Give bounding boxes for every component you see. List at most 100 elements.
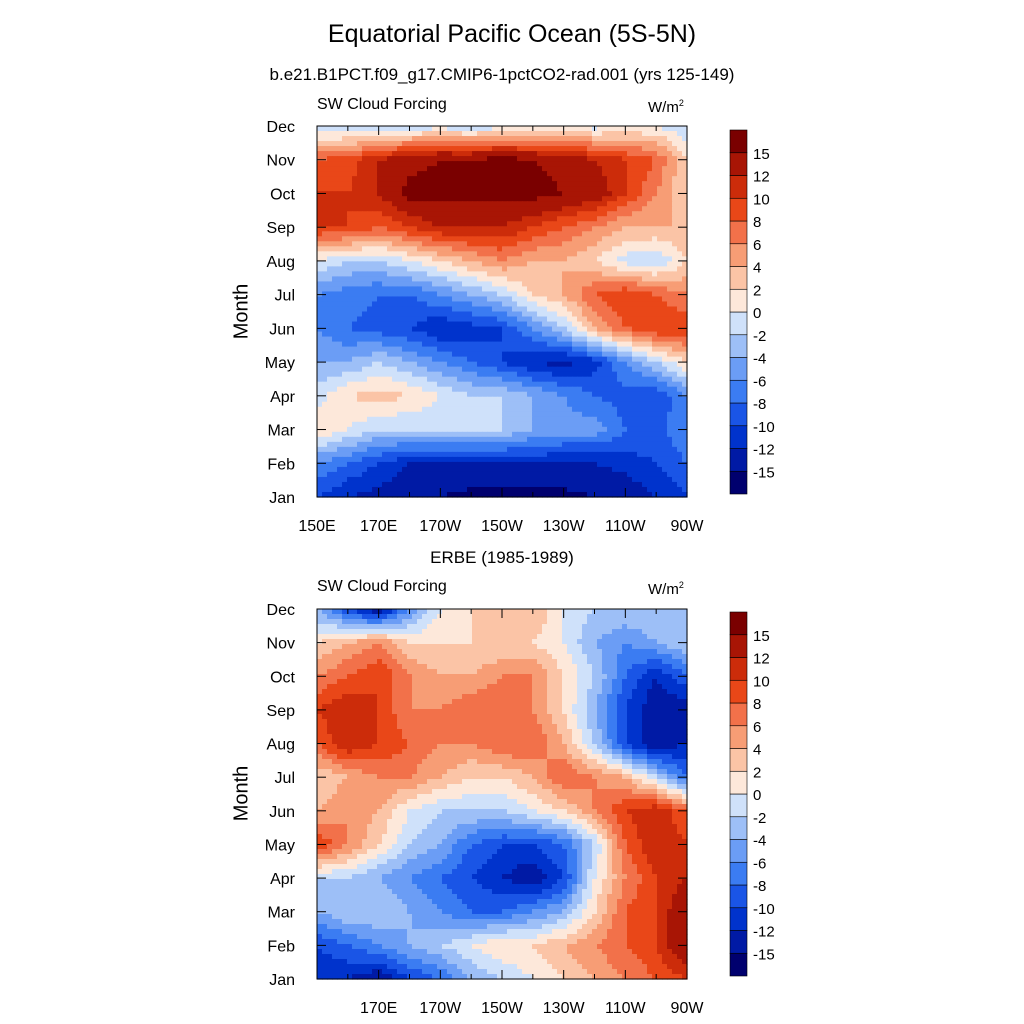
contour-cell (437, 131, 443, 137)
contour-cell (592, 221, 598, 227)
contour-cell (367, 306, 373, 313)
contour-cell (542, 241, 548, 247)
contour-cell (392, 131, 398, 137)
contour-cell (382, 221, 388, 227)
contour-cell (407, 301, 413, 308)
contour-cell (597, 246, 603, 252)
contour-cell (342, 446, 348, 453)
contour-cell (477, 266, 483, 272)
contour-cell (522, 431, 528, 438)
contour-cell (357, 461, 363, 468)
contour-cell (327, 451, 333, 458)
contour-cell (477, 286, 483, 293)
contour-cell (447, 156, 453, 162)
contour-cell (352, 181, 358, 187)
contour-cell (382, 346, 388, 353)
contour-cell (667, 276, 673, 283)
contour-cell (322, 246, 328, 252)
contour-cell (627, 321, 633, 328)
contour-cell (582, 211, 588, 217)
contour-cell (587, 346, 593, 353)
contour-cell (317, 316, 323, 323)
contour-cell (577, 341, 583, 348)
contour-cell (357, 186, 363, 192)
contour-cell (452, 196, 458, 202)
contour-cell (627, 136, 633, 142)
contour-cell (637, 401, 643, 408)
contour-cell (507, 241, 513, 247)
contour-cell (447, 221, 453, 227)
contour-cell (507, 331, 513, 338)
contour-cell (372, 391, 378, 398)
contour-cell (607, 131, 613, 137)
contour-cell (602, 436, 608, 443)
contour-cell (577, 391, 583, 398)
contour-cell (507, 321, 513, 328)
contour-cell (392, 181, 398, 187)
contour-cell (462, 186, 468, 192)
contour-cell (402, 421, 408, 428)
contour-cell (442, 231, 448, 237)
contour-cell (522, 376, 528, 383)
contour-cell (642, 231, 648, 237)
contour-cell (372, 461, 378, 468)
contour-cell (612, 386, 618, 393)
contour-cell (352, 401, 358, 408)
contour-cell (647, 251, 653, 257)
contour-cell (367, 126, 373, 132)
contour-cell (427, 446, 433, 453)
contour-cell (352, 361, 358, 368)
contour-cell (642, 161, 648, 167)
contour-cell (517, 286, 523, 293)
contour-cell (347, 216, 353, 222)
contour-cell (392, 221, 398, 227)
contour-cell (412, 331, 418, 338)
contour-cell (522, 391, 528, 398)
contour-cell (527, 181, 533, 187)
contour-cell (497, 236, 503, 242)
contour-cell (472, 136, 478, 142)
contour-cell (432, 261, 438, 267)
contour-cell (552, 331, 558, 338)
contour-cell (552, 226, 558, 232)
contour-cell (497, 446, 503, 453)
contour-cell (672, 371, 678, 378)
contour-cell (672, 436, 678, 443)
contour-cell (617, 246, 623, 252)
contour-cell (607, 206, 613, 212)
contour-cell (417, 431, 423, 438)
contour-cell (482, 401, 488, 408)
contour-cell (347, 126, 353, 132)
contour-cell (337, 246, 343, 252)
contour-cell (442, 366, 448, 373)
contour-cell (387, 231, 393, 237)
contour-cell (457, 391, 463, 398)
contour-cell (622, 366, 628, 373)
contour-cell (472, 151, 478, 157)
contour-cell (357, 421, 363, 428)
contour-cell (327, 236, 333, 242)
contour-cell (497, 171, 503, 177)
contour-cell (642, 171, 648, 177)
contour-cell (557, 441, 563, 448)
contour-cell (352, 426, 358, 433)
contour-cell (452, 271, 458, 277)
contour-cell (432, 301, 438, 308)
contour-cell (337, 211, 343, 217)
contour-cell (552, 406, 558, 413)
contour-cell (662, 216, 668, 222)
contour-cell (357, 196, 363, 202)
contour-cell (542, 296, 548, 303)
contour-cell (562, 246, 568, 252)
contour-cell (567, 381, 573, 388)
contour-cell (617, 346, 623, 353)
contour-cell (332, 166, 338, 172)
contour-cell (612, 406, 618, 413)
contour-cell (372, 166, 378, 172)
contour-cell (617, 416, 623, 423)
contour-cell (457, 346, 463, 353)
contour-cell (512, 416, 518, 423)
contour-cell (387, 166, 393, 172)
contour-cell (357, 396, 363, 403)
contour-cell (577, 236, 583, 242)
